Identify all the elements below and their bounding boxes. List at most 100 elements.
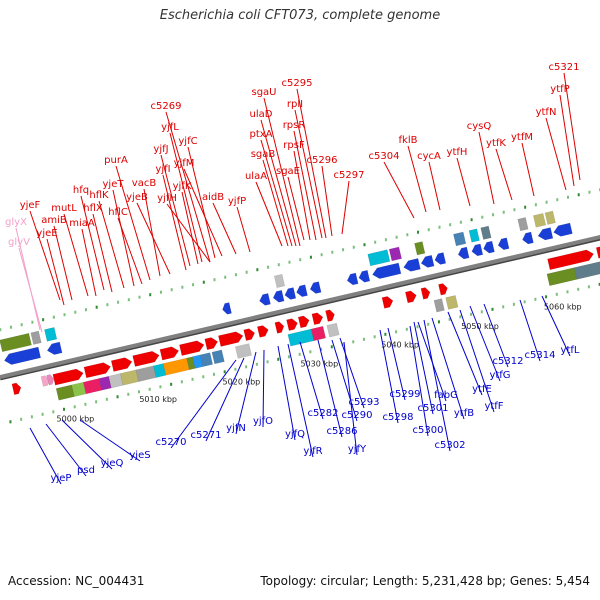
scale-tick	[342, 248, 345, 252]
leader-line	[63, 213, 89, 297]
leader-line	[559, 94, 575, 187]
annotation-block-shape	[532, 213, 547, 228]
reverse-gene-shape	[296, 284, 308, 298]
scale-tick	[52, 315, 55, 319]
reverse-gene-shape	[4, 346, 41, 365]
forward-gene	[257, 325, 269, 338]
annotation-block-shape	[120, 369, 139, 386]
gene-label: ulaD	[250, 109, 273, 120]
leader-line	[407, 145, 427, 213]
annotation-block-shape	[55, 384, 75, 401]
forward-gene	[595, 243, 600, 259]
gene-label: yjfO	[253, 416, 273, 427]
scale-tick	[427, 228, 430, 232]
scale-tick	[223, 370, 226, 374]
forward-gene	[204, 337, 218, 351]
leader-line	[287, 176, 305, 241]
forward-gene	[547, 249, 594, 271]
annotation-block-shape	[135, 365, 157, 382]
leader-line	[92, 213, 113, 293]
scale-tick	[20, 417, 23, 421]
scale-tick	[577, 193, 580, 197]
gene-label: yjfJ	[153, 144, 168, 155]
leader-line	[117, 217, 143, 285]
scale-tick	[481, 215, 484, 219]
scale-tick	[588, 190, 591, 194]
gene-label: ytfB	[454, 408, 474, 419]
annotation-block	[199, 352, 213, 367]
scale-tick	[395, 330, 398, 334]
annotation-block-shape	[326, 322, 340, 338]
gene-label: rpsF	[283, 140, 305, 151]
scale-tick	[459, 220, 462, 224]
scale-tick	[9, 325, 12, 329]
leader-line	[563, 72, 581, 181]
scale-tick	[20, 323, 23, 327]
tick-label: 5060 kbp	[544, 303, 582, 312]
annotation-block	[211, 349, 225, 365]
reverse-gene	[259, 293, 271, 306]
scale-tick	[9, 420, 12, 424]
reverse-gene	[272, 289, 285, 303]
forward-gene-shape	[438, 283, 448, 296]
leader-line	[428, 161, 441, 211]
leader-line	[541, 295, 571, 357]
gene-label: c5301	[418, 403, 449, 414]
annotation-block-shape	[44, 327, 58, 342]
annotation-block-shape	[468, 228, 480, 243]
gene-label: ytfP	[550, 84, 569, 95]
reverse-gene	[346, 272, 359, 286]
scale-tick	[73, 405, 76, 409]
annotation-block	[98, 375, 112, 391]
scale-tick	[309, 255, 312, 259]
reverse-gene	[553, 222, 573, 237]
annotation-block	[192, 354, 204, 369]
scale-tick	[480, 310, 483, 314]
gene-label: psd	[77, 465, 95, 476]
leader-line	[483, 303, 509, 368]
scale-tick	[330, 345, 333, 349]
scale-tick	[331, 250, 334, 254]
forward-gene	[52, 368, 84, 386]
forward-gene	[286, 318, 298, 331]
scale-tick	[470, 312, 473, 316]
leader-line	[409, 325, 429, 437]
reverse-gene	[497, 237, 510, 250]
leader-line	[341, 180, 350, 235]
scale-tick	[159, 290, 162, 294]
leader-line	[112, 189, 135, 287]
gene-label: c5304	[369, 151, 400, 162]
scale-tick	[534, 203, 537, 207]
annotation-block-shape	[211, 349, 225, 365]
gene-label: ptxA	[249, 129, 272, 140]
reverse-gene	[434, 252, 447, 265]
scale-tick	[117, 300, 120, 304]
forward-gene-shape	[179, 340, 205, 356]
leader-line	[115, 165, 151, 281]
gene-label: hflC	[108, 207, 128, 218]
reverse-gene-shape	[537, 227, 554, 241]
gene-label: yjeP	[51, 473, 72, 484]
scale-tick	[524, 205, 527, 209]
annotation-block	[273, 273, 286, 289]
annotation-block-shape	[433, 298, 445, 313]
reverse-gene-shape	[522, 231, 534, 245]
leader-line	[299, 341, 324, 420]
leader-line	[46, 238, 65, 306]
annotation-block	[453, 231, 467, 247]
forward-gene	[110, 357, 133, 372]
gene-label: fklB	[399, 135, 418, 146]
leader-line	[293, 150, 311, 241]
scale-tick	[149, 293, 152, 297]
tick-label: 5010 kbp	[139, 395, 177, 404]
leader-line	[183, 168, 223, 257]
gene-label: yjfR	[303, 446, 322, 457]
leader-line	[29, 427, 62, 485]
forward-gene	[243, 328, 255, 341]
forward-gene-shape	[274, 321, 285, 334]
scale-tick	[598, 282, 600, 286]
annotation-block	[480, 225, 492, 240]
leader-line	[277, 345, 296, 441]
annotation-block	[135, 365, 157, 382]
scale-tick	[277, 357, 280, 361]
